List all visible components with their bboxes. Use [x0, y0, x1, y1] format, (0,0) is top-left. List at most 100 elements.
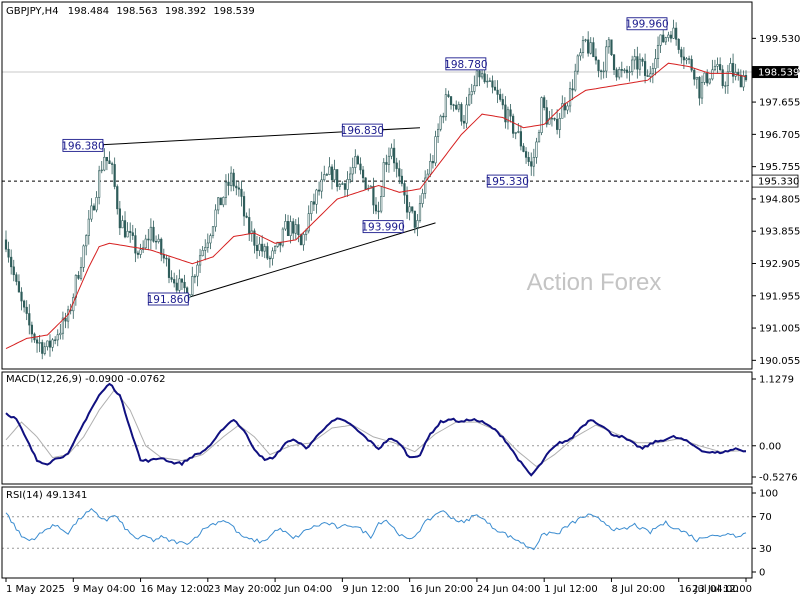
candle-body [30, 324, 33, 335]
candle-body [17, 281, 21, 293]
candle-body [462, 120, 466, 124]
candle-body [610, 39, 613, 56]
candle-body [496, 89, 499, 95]
candle-body [356, 156, 359, 165]
candle-body [245, 215, 248, 218]
candle-body [152, 226, 155, 242]
candle-body [95, 197, 98, 211]
candle-body [310, 201, 313, 214]
macd-axis: 1.1279 0.00 -0.5276 [752, 375, 798, 484]
candle-body [105, 156, 109, 162]
candle-body [615, 69, 618, 78]
price-tick-label: 199.530 [759, 34, 800, 45]
candle-body [292, 221, 295, 234]
candle-body [149, 226, 152, 241]
candle-body [393, 147, 396, 164]
candle-body [320, 179, 323, 192]
candle-body [680, 49, 683, 58]
candle-body [349, 173, 352, 180]
candle-body [403, 183, 406, 196]
candle-body [173, 279, 176, 284]
macd-lines [5, 382, 747, 477]
candle-body [271, 250, 274, 259]
candle-body [4, 239, 8, 250]
candle-body [713, 65, 717, 71]
candle-body [209, 235, 212, 244]
candle-body [501, 99, 504, 106]
time-tick-label: 16 Jun 20:00 [410, 584, 474, 595]
candle-body [620, 69, 623, 71]
macd-main-line [5, 382, 747, 477]
candle-body [126, 230, 129, 238]
candle-body [191, 276, 194, 296]
candle-body [742, 75, 745, 88]
candle-body [338, 184, 341, 187]
candle-body [532, 157, 535, 167]
candle-body [266, 246, 269, 259]
candle-body [217, 197, 220, 211]
swing-label-text: 196.830 [341, 125, 384, 137]
candle-body [739, 74, 742, 88]
price-panel: 196.380 196.830 191.860 193.990 198.780 195.3… [2, 6, 800, 367]
candle-body [656, 44, 660, 60]
candle-body [623, 69, 626, 72]
macd-frame [1, 371, 753, 485]
price-tick-label: 193.855 [759, 227, 800, 238]
candle-body [411, 206, 414, 212]
candle-body [351, 167, 354, 175]
candle-body [540, 97, 543, 133]
candle-body [315, 189, 318, 205]
candle-body [15, 274, 18, 282]
candle-body [447, 94, 450, 97]
candle-body [558, 118, 561, 130]
candle-body [224, 181, 228, 198]
candle-body [429, 161, 432, 175]
candle-body [232, 172, 235, 187]
candle-body [123, 220, 127, 238]
candle-body [444, 94, 447, 118]
candle-body [439, 115, 442, 130]
candle-body [524, 151, 528, 158]
rsi-tick-label: 0 [759, 568, 765, 579]
candle-body [530, 161, 533, 167]
candle-body [416, 220, 419, 228]
candle-body [638, 58, 642, 70]
candle-body [56, 334, 59, 341]
candle-body [154, 240, 158, 243]
candle-body [522, 145, 525, 152]
candle-body [28, 313, 31, 326]
candle-body [170, 277, 173, 280]
candle-body [631, 59, 634, 73]
candle-body [134, 235, 137, 254]
candle-body [118, 208, 121, 229]
rsi-levels [2, 516, 752, 549]
candle-body [473, 85, 476, 92]
candle-body [165, 257, 168, 260]
candle-body [297, 224, 300, 235]
ma-line [5, 62, 747, 350]
candle-body [79, 266, 83, 279]
time-tick-label: 23 May 20:00 [208, 584, 277, 595]
candle-body [488, 80, 491, 82]
candle-body [387, 155, 391, 165]
candle-body [214, 209, 217, 228]
swing-label-box [486, 174, 528, 188]
candle-body [527, 157, 530, 162]
candle-body [480, 73, 484, 78]
horizontal-level-label: 195.330 [758, 177, 799, 188]
candle-body [514, 132, 517, 134]
candle-body [499, 94, 502, 100]
candle-body [395, 162, 398, 169]
candle-body [116, 186, 119, 210]
candle-body [178, 278, 181, 291]
candle-body [374, 204, 378, 212]
candle-body [12, 266, 15, 276]
candle-body [719, 64, 722, 71]
candle-body [512, 115, 515, 134]
candle-body [431, 161, 435, 164]
candle-body [261, 243, 264, 252]
swing-label-text: 191.860 [147, 294, 190, 306]
